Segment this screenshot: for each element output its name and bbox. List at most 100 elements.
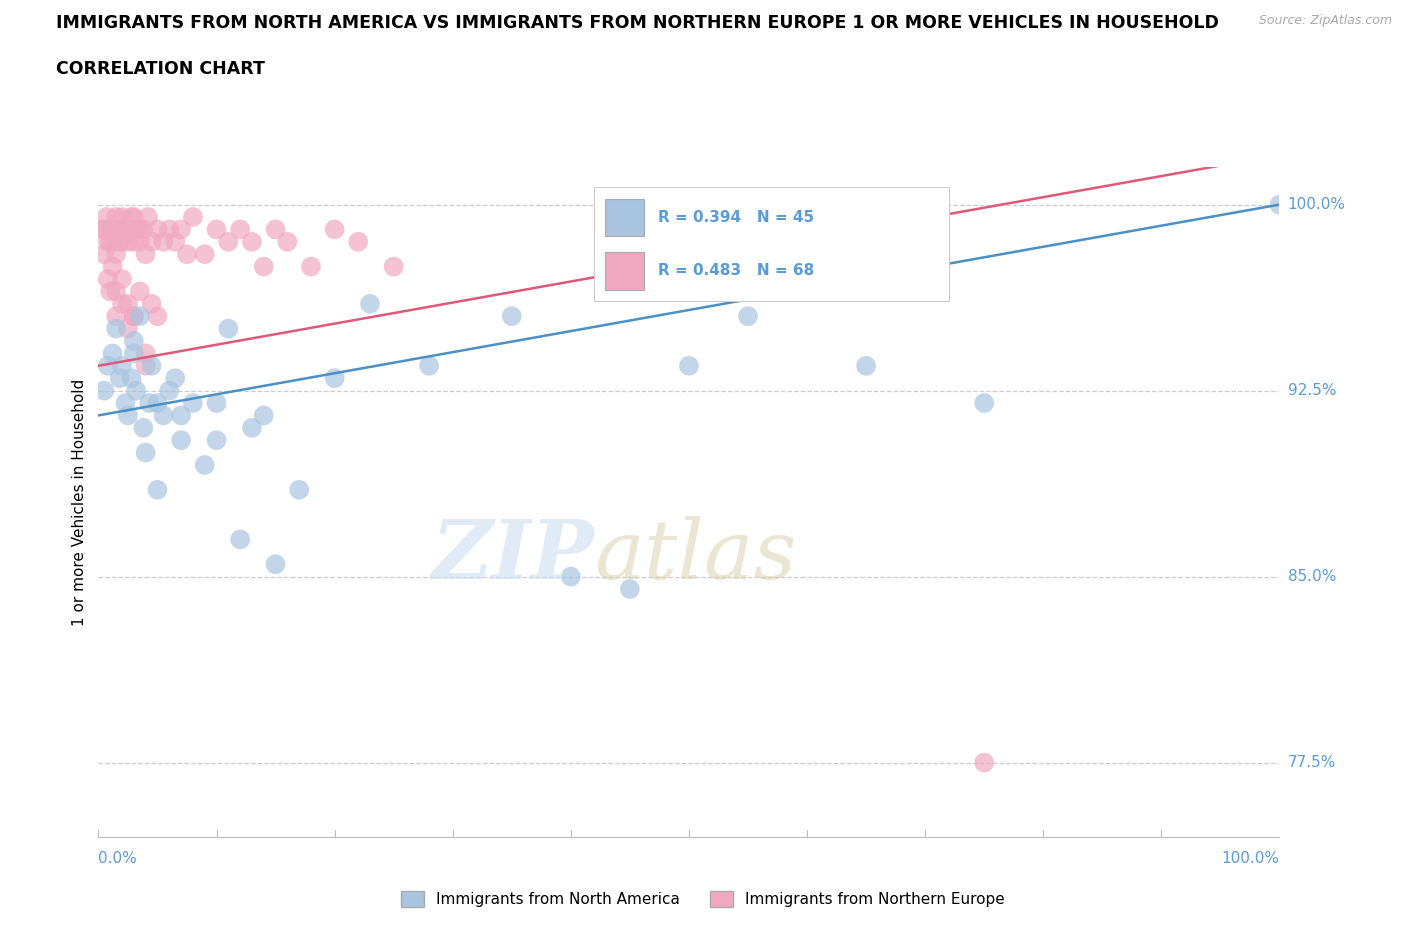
- Point: [111, 234, 134, 249]
- Point: [181, 395, 204, 410]
- Point: [382, 259, 405, 274]
- Point: [132, 222, 155, 237]
- Point: [176, 246, 198, 261]
- Point: [105, 309, 128, 324]
- Point: [122, 346, 145, 361]
- Point: [125, 222, 148, 237]
- Point: [117, 222, 139, 237]
- Point: [91, 222, 114, 237]
- Point: [501, 309, 523, 324]
- Point: [276, 234, 298, 249]
- Point: [111, 272, 134, 286]
- Text: 100.0%: 100.0%: [1288, 197, 1346, 212]
- Text: 0.0%: 0.0%: [98, 851, 138, 866]
- Point: [737, 222, 759, 237]
- Point: [108, 234, 131, 249]
- Point: [146, 222, 169, 237]
- Point: [117, 321, 139, 336]
- Point: [122, 334, 145, 349]
- Legend: Immigrants from North America, Immigrants from Northern Europe: Immigrants from North America, Immigrant…: [395, 884, 1011, 913]
- Point: [108, 371, 131, 386]
- Point: [264, 222, 287, 237]
- Point: [418, 358, 440, 373]
- Point: [122, 234, 145, 249]
- Point: [111, 209, 134, 224]
- Point: [121, 371, 143, 386]
- Point: [1268, 197, 1291, 212]
- Point: [855, 222, 877, 237]
- Point: [229, 532, 252, 547]
- Point: [157, 383, 180, 398]
- Point: [93, 383, 115, 398]
- Point: [135, 358, 157, 373]
- Point: [737, 309, 759, 324]
- Point: [141, 297, 163, 312]
- Text: ZIP: ZIP: [432, 516, 595, 596]
- Text: CORRELATION CHART: CORRELATION CHART: [56, 60, 266, 78]
- Point: [122, 309, 145, 324]
- Point: [560, 569, 582, 584]
- Point: [205, 222, 228, 237]
- Text: 92.5%: 92.5%: [1288, 383, 1336, 398]
- Point: [114, 395, 136, 410]
- Point: [973, 755, 995, 770]
- Point: [141, 234, 163, 249]
- Text: 100.0%: 100.0%: [1222, 851, 1279, 866]
- Point: [121, 209, 143, 224]
- Point: [97, 358, 120, 373]
- Point: [264, 557, 287, 572]
- Point: [93, 222, 115, 237]
- Point: [135, 346, 157, 361]
- Point: [135, 246, 157, 261]
- Point: [97, 272, 120, 286]
- Point: [347, 234, 370, 249]
- Point: [101, 259, 124, 274]
- Point: [146, 309, 169, 324]
- Point: [125, 383, 148, 398]
- Text: Source: ZipAtlas.com: Source: ZipAtlas.com: [1258, 14, 1392, 27]
- Point: [122, 209, 145, 224]
- Point: [114, 222, 136, 237]
- Point: [93, 246, 115, 261]
- Point: [128, 309, 150, 324]
- Point: [253, 408, 276, 423]
- Point: [136, 209, 159, 224]
- Point: [138, 395, 160, 410]
- Point: [194, 458, 217, 472]
- Point: [299, 259, 322, 274]
- Point: [619, 581, 641, 596]
- Point: [359, 297, 381, 312]
- Point: [146, 395, 169, 410]
- Point: [98, 222, 121, 237]
- Point: [111, 358, 134, 373]
- Point: [240, 420, 263, 435]
- Point: [165, 234, 187, 249]
- Point: [97, 234, 120, 249]
- Point: [111, 297, 134, 312]
- Point: [128, 222, 150, 237]
- Point: [120, 222, 142, 237]
- Point: [105, 321, 128, 336]
- Point: [117, 408, 139, 423]
- Point: [132, 420, 155, 435]
- Point: [146, 483, 169, 498]
- Point: [288, 483, 311, 498]
- Point: [205, 395, 228, 410]
- Point: [323, 371, 346, 386]
- Text: IMMIGRANTS FROM NORTH AMERICA VS IMMIGRANTS FROM NORTHERN EUROPE 1 OR MORE VEHIC: IMMIGRANTS FROM NORTH AMERICA VS IMMIGRA…: [56, 14, 1219, 32]
- Text: 85.0%: 85.0%: [1288, 569, 1336, 584]
- Point: [117, 234, 139, 249]
- Point: [165, 371, 187, 386]
- Point: [101, 222, 124, 237]
- Text: 77.5%: 77.5%: [1288, 755, 1336, 770]
- Point: [229, 222, 252, 237]
- Point: [157, 222, 180, 237]
- Text: atlas: atlas: [595, 516, 797, 596]
- Point: [152, 408, 174, 423]
- Point: [107, 222, 129, 237]
- Point: [122, 309, 145, 324]
- Point: [117, 297, 139, 312]
- Point: [217, 321, 239, 336]
- Point: [96, 209, 118, 224]
- Point: [217, 234, 239, 249]
